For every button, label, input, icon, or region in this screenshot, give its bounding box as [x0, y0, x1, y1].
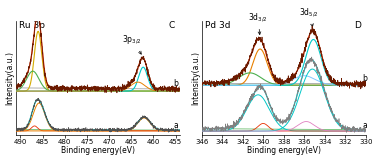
Text: Pd 3d: Pd 3d [205, 21, 231, 30]
Text: Ru 3p: Ru 3p [19, 21, 45, 30]
Text: 3p$_{1/2}$: 3p$_{1/2}$ [0, 160, 1, 161]
X-axis label: Binding energy(eV): Binding energy(eV) [247, 147, 321, 155]
Text: 3d$_{3/2}$: 3d$_{3/2}$ [248, 11, 268, 35]
Text: b: b [363, 74, 367, 83]
Text: b: b [174, 79, 178, 88]
Y-axis label: Intensity(a.u.): Intensity(a.u.) [191, 51, 200, 105]
Text: 3d$_{5/2}$: 3d$_{5/2}$ [299, 6, 319, 27]
X-axis label: Binding energy(eV): Binding energy(eV) [61, 147, 135, 155]
Text: a: a [363, 121, 367, 130]
Text: D: D [354, 21, 361, 30]
Text: a: a [174, 121, 178, 130]
Text: 3p$_{3/2}$: 3p$_{3/2}$ [122, 33, 142, 54]
Y-axis label: Intensity(a.u.): Intensity(a.u.) [6, 51, 15, 105]
Text: C: C [169, 21, 175, 30]
